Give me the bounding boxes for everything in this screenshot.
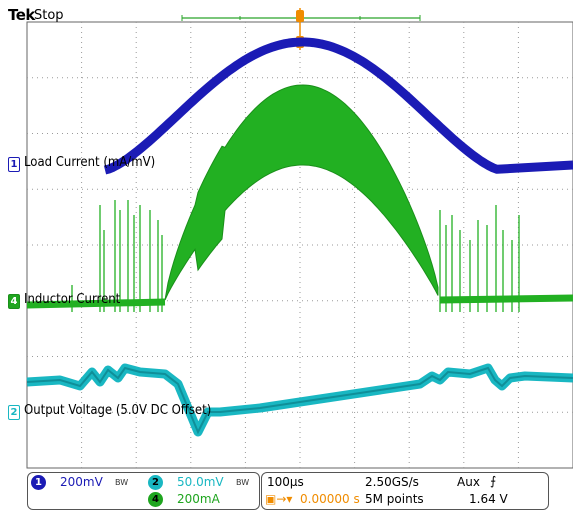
trigger-source: Aux bbox=[457, 475, 480, 489]
trigger-position-icon: ▣→▾ bbox=[265, 492, 293, 506]
ch4-ground-marker[interactable]: 4 bbox=[8, 294, 20, 309]
timebase-value: 100µs bbox=[267, 475, 304, 489]
ch2-bw-limit: BW bbox=[236, 478, 250, 487]
ch1-load-current-trace bbox=[103, 37, 573, 175]
brand-logo: Tek bbox=[8, 6, 35, 24]
vertical-readout-box[interactable] bbox=[27, 472, 260, 510]
ch2-badge: 2 bbox=[148, 475, 163, 490]
rising-edge-icon: ⨍ bbox=[490, 474, 497, 488]
sample-rate: 2.50GS/s bbox=[365, 475, 419, 489]
ch1-ground-marker[interactable]: 1 bbox=[8, 157, 20, 172]
record-length: 5M points bbox=[365, 492, 424, 506]
horizontal-readout-box[interactable] bbox=[261, 472, 549, 510]
readout-panel: 1 200mV BW 2 50.0mV BW 4 200mA 100µs 2.5… bbox=[27, 472, 549, 510]
trigger-position: 0.00000 s bbox=[300, 492, 360, 506]
ch2-trace-label: Output Voltage (5.0V DC Offset) bbox=[24, 403, 212, 418]
ch4-inductor-current-baseline bbox=[26, 294, 573, 309]
trigger-level: 1.64 V bbox=[469, 492, 508, 506]
ch4-badge: 4 bbox=[148, 492, 163, 507]
ch1-badge: 1 bbox=[31, 475, 46, 490]
ch1-scale: 200mV bbox=[60, 475, 103, 489]
acquisition-status: Stop bbox=[34, 8, 64, 23]
ch4-trace-label: Inductor Current bbox=[24, 292, 121, 307]
ch2-ground-marker[interactable]: 2 bbox=[8, 405, 20, 420]
ch4-inductor-current-spikes bbox=[71, 200, 520, 312]
ch2-output-voltage-trace-core bbox=[26, 366, 573, 435]
ch4-inductor-current-envelope bbox=[164, 84, 439, 301]
ch1-bw-limit: BW bbox=[115, 478, 129, 487]
ch2-scale: 50.0mV bbox=[177, 475, 224, 489]
ch1-trace-label: Load Current (mA/mV) bbox=[24, 155, 156, 170]
ch4-scale: 200mA bbox=[177, 492, 220, 506]
